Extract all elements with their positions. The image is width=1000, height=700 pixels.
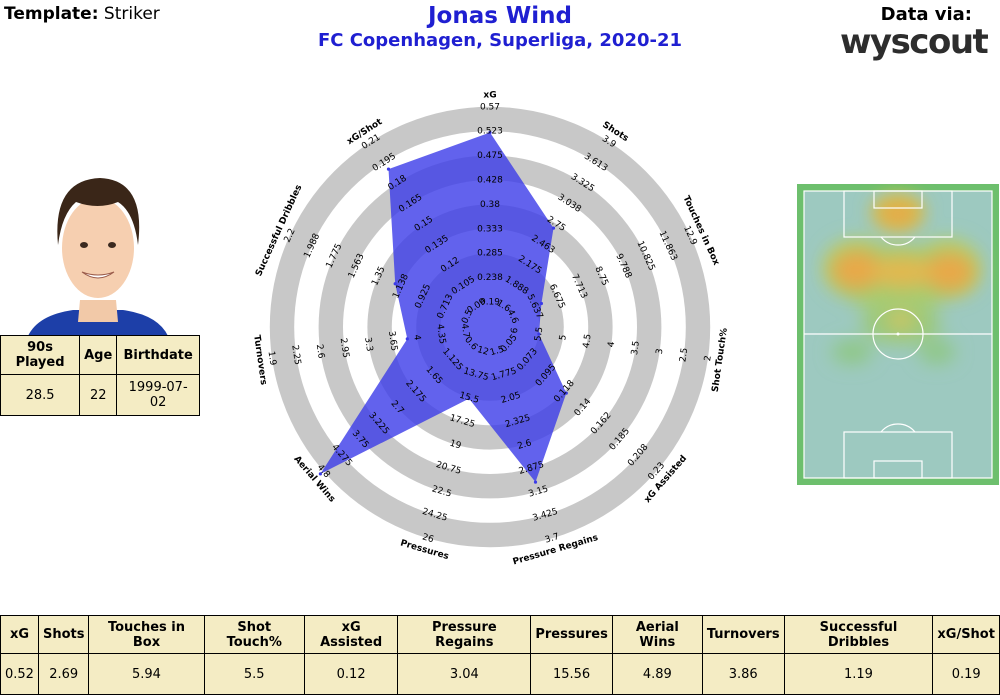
radar-tick-label: 2.6 [516, 438, 533, 452]
radar-tick-label: 3.5 [630, 340, 642, 356]
stats-value-cell: 3.04 [397, 653, 532, 695]
stats-value-cell: 2.69 [37, 653, 90, 695]
radar-axis-label: Turnovers [251, 334, 268, 385]
radar-point [405, 337, 409, 341]
player-name: Jonas Wind [427, 3, 573, 29]
radar-tick-label: 1.9 [266, 351, 278, 367]
radar-point [539, 301, 544, 306]
radar-point [386, 167, 391, 171]
stats-header-cell: xG [0, 615, 39, 654]
radar-point [564, 391, 568, 395]
radar-tick-label: 4.5 [582, 333, 594, 349]
template-label: Template: Striker [4, 4, 160, 24]
stats-header-cell: xG/Shot [932, 615, 1000, 654]
stats-header-cell: Aerial Wins [611, 615, 703, 654]
radar-tick-label: 3.7 [544, 532, 561, 546]
info-value-row: 28.5 22 1999-07-02 [0, 374, 200, 416]
radar-tick-label: 4 [607, 341, 618, 348]
stats-value-cell: 0.52 [0, 653, 39, 695]
template-key: Template: [4, 4, 99, 24]
radar-tick-label: 0.38 [480, 200, 500, 210]
radar-point [393, 282, 397, 286]
radar-tick-label: 5.5 [533, 326, 545, 342]
radar-point [467, 397, 471, 401]
info-value-cell: 22 [79, 374, 118, 416]
stats-value-row: 0.52 2.69 5.94 5.5 0.12 3.04 15.56 4.89 … [0, 653, 1000, 695]
stats-value-cell: 0.12 [303, 653, 399, 695]
radar-tick-label: 2.5 [678, 347, 690, 363]
stats-value-cell: 5.5 [203, 653, 305, 695]
stats-header-cell: Touches in Box [88, 615, 205, 654]
stats-header-cell: Shot Touch% [203, 615, 305, 654]
info-value-cell: 1999-07-02 [116, 374, 200, 416]
radar-point [318, 472, 322, 476]
radar-tick-label: 0.19 [480, 298, 500, 308]
template-value: Striker [103, 4, 160, 24]
radar-point [551, 226, 556, 230]
radar-tick-label: 3.65 [386, 330, 399, 351]
heatmap-pitch [797, 184, 999, 485]
radar-axis-label: Shot Touch% [711, 327, 730, 393]
radar-tick-label: 2 [703, 355, 714, 362]
info-header-cell: Age [79, 335, 118, 375]
radar-tick-label: 3.3 [362, 337, 374, 353]
title-block: Jonas Wind FC Copenhagen, Superliga, 202… [250, 3, 750, 53]
info-header-row: 90s Played Age Birthdate [0, 335, 200, 375]
wyscout-logo: wyscout [840, 22, 989, 62]
stats-header-cell: Turnovers [701, 615, 785, 654]
radar-tick-label: 0.285 [477, 249, 503, 259]
radar-tick-label: 12 [476, 345, 490, 358]
stats-value-cell: 5.94 [88, 653, 205, 695]
stats-header-cell: Pressure Regains [397, 615, 532, 654]
radar-tick-label: 0.428 [477, 176, 503, 186]
stats-value-cell: 15.56 [530, 653, 613, 695]
radar-polygon [320, 132, 567, 483]
radar-axis-label: xG [483, 90, 496, 100]
radar-tick-label: 4.35 [434, 323, 447, 344]
data-via-label: Data via: [880, 4, 972, 25]
radar-chart: 0.19 0.238 0.285 0.333 0.38 0.428 0.475 0.523 0.… [251, 90, 730, 567]
radar-tick-label: 2.25 [289, 344, 302, 365]
radar-tick-label: 5 [558, 334, 569, 341]
stats-header-cell: xG Assisted [303, 615, 399, 654]
radar-tick-label: 6 [510, 327, 521, 334]
stats-header-row: xG Shots Touches in Box Shot Touch% xG A… [0, 615, 1000, 654]
radar-tick-label: 19 [448, 439, 462, 452]
radar-tick-label: 2.6 [314, 344, 326, 360]
radar-point [533, 480, 538, 484]
info-header-cell: Birthdate [116, 335, 200, 375]
info-header-cell: 90s Played [0, 335, 81, 375]
radar-tick-label: 2.95 [338, 337, 351, 358]
radar-tick-label: 4.7 [459, 323, 471, 339]
stats-value-cell: 3.86 [701, 653, 785, 695]
radar-tick-label: 3 [655, 348, 666, 355]
stats-header-cell: Pressures [530, 615, 613, 654]
radar-tick-label: 4 [411, 334, 422, 341]
radar-point [488, 130, 492, 135]
radar-point [537, 332, 541, 336]
stats-table: xG Shots Touches in Box Shot Touch% xG A… [0, 615, 1000, 695]
radar-tick-label: 26 [421, 532, 435, 545]
radar-tick-label: 0.238 [477, 273, 503, 283]
stats-value-cell: 4.89 [611, 653, 703, 695]
radar-tick-label: 0.333 [477, 224, 503, 234]
player-avatar [28, 178, 168, 336]
radar-tick-label: 0.57 [480, 102, 500, 112]
stats-value-cell: 1.19 [783, 653, 934, 695]
radar-tick-label: 1.5 [489, 345, 506, 359]
stats-header-cell: Successful Dribbles [783, 615, 934, 654]
stats-header-cell: Shots [37, 615, 90, 654]
subtitle: FC Copenhagen, Superliga, 2020-21 [317, 30, 683, 51]
stats-value-cell: 0.19 [932, 653, 1000, 695]
radar-tick-label: 0.475 [477, 151, 503, 161]
radar-tick-label: 0.523 [477, 127, 503, 137]
info-table: 90s Played Age Birthdate 28.5 22 1999-07… [0, 335, 200, 416]
